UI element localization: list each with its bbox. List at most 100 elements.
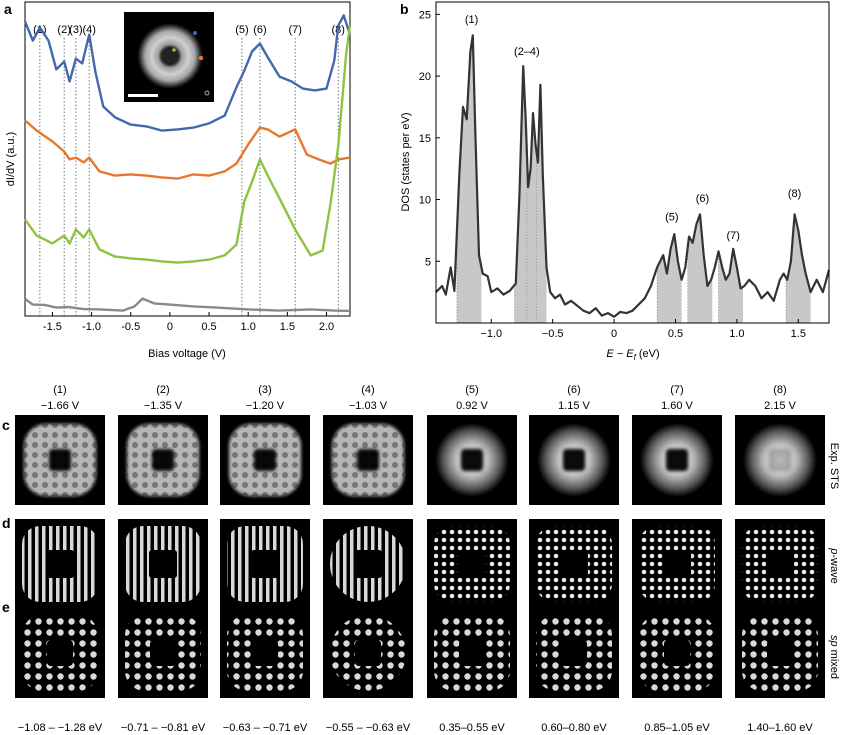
column-energy-label: 0.35–0.55 eV — [439, 722, 505, 734]
column-number-label: (6) — [567, 384, 580, 396]
column-voltage-label: 1.60 V — [661, 400, 693, 412]
panel-a-xtick-label: -1.0 — [82, 321, 101, 333]
panel-b-xtick-label: −0.5 — [542, 328, 564, 340]
panel-a-series — [24, 25, 352, 264]
column-number-label: (1) — [53, 384, 66, 396]
inset-marker-blue — [193, 31, 197, 35]
sp-mixed-image — [15, 608, 105, 698]
panel-a-series — [23, 14, 352, 132]
sp-mixed-image — [529, 608, 619, 698]
panel-b-xtick-label: 1.0 — [729, 328, 744, 340]
column-voltage-label: −1.20 V — [246, 400, 285, 412]
panel-b-peak-label: (5) — [665, 212, 678, 224]
row-label-exp-sts: Exp. STS — [828, 443, 840, 489]
column-number-label: (8) — [773, 384, 786, 396]
panel-a-xtick-label: 1.0 — [241, 321, 256, 333]
exp-sts-image — [220, 415, 310, 505]
column-energy-label: 1.40–1.60 eV — [747, 722, 813, 734]
panel-a-peak-label: (7) — [288, 24, 301, 36]
inset-marker-gray — [204, 90, 210, 96]
column-number-label: (7) — [670, 384, 683, 396]
column-voltage-label: −1.03 V — [349, 400, 388, 412]
panel-b-peak-label: (1) — [465, 14, 478, 26]
panel-a-xtick-label: 2.0 — [319, 321, 334, 333]
panel-b-peak-label: (6) — [696, 193, 709, 205]
panel-a-ylabel: dI/dV (a.u.) — [5, 132, 17, 186]
exp-sts-image — [735, 415, 825, 505]
panel-label-e: e — [2, 599, 10, 615]
panel-a-frame — [24, 1, 351, 317]
panel-a-peak-label: (2) — [57, 24, 70, 36]
panel-b-xtick-label: 0 — [611, 328, 617, 340]
column-number-label: (3) — [258, 384, 271, 396]
panel-label-a: a — [4, 1, 12, 17]
panel-b-frame — [435, 1, 830, 324]
panel-b-ytick-label: 25 — [419, 9, 431, 21]
inset-marker-green — [172, 48, 176, 52]
p-wave-image — [632, 519, 722, 609]
exp-sts-image — [15, 415, 105, 505]
column-energy-label: −0.63 – −0.71 eV — [223, 722, 308, 734]
panel-a-peak-label: (4) — [82, 24, 95, 36]
panel-label-c: c — [2, 417, 10, 433]
sp-mixed-image — [427, 608, 517, 698]
p-wave-image — [323, 519, 413, 609]
panel-b-ytick-label: 15 — [419, 133, 431, 145]
panel-a-xtick-label: 0.5 — [201, 321, 216, 333]
exp-sts-image — [323, 415, 413, 505]
panel-b-shaded-range — [526, 113, 537, 323]
panel-a-peak-label: (5) — [235, 24, 248, 36]
panel-b-xtick-label: 0.5 — [668, 328, 683, 340]
panel-a-series — [24, 297, 351, 313]
panel-b-ylabel: DOS (states per eV) — [400, 112, 412, 211]
column-energy-label: 0.60–0.80 eV — [541, 722, 607, 734]
p-wave-image — [15, 519, 105, 609]
column-voltage-label: 0.92 V — [456, 400, 488, 412]
column-number-label: (5) — [465, 384, 478, 396]
p-wave-image — [427, 519, 517, 609]
column-voltage-label: 2.15 V — [764, 400, 796, 412]
column-number-label: (2) — [156, 384, 169, 396]
inset-marker-orange — [198, 55, 204, 61]
column-energy-label: 0.85–1.05 eV — [644, 722, 710, 734]
sp-mixed-image — [220, 608, 310, 698]
panel-label-b: b — [400, 1, 409, 17]
sp-mixed-image — [735, 608, 825, 698]
p-wave-image — [529, 519, 619, 609]
panel-a-peak-label: (3) — [69, 24, 82, 36]
panel-b-chart: −1.0 −0.5 0 0.5 1.0 1.5 5 10 15 20 25 (1) (2–4) (5) (… — [400, 1, 831, 362]
panel-b-peak-label: (2–4) — [514, 46, 540, 58]
panel-label-d: d — [2, 515, 11, 531]
exp-sts-image — [427, 415, 517, 505]
panel-b-peak-label: (7) — [726, 230, 739, 242]
sp-mixed-image — [323, 608, 413, 698]
panel-a-xtick-label: 1.5 — [280, 321, 295, 333]
column-voltage-label: −1.66 V — [41, 400, 80, 412]
panel-b-ytick-label: 10 — [419, 195, 431, 207]
inset-scale-bar — [128, 94, 158, 97]
grid-scale-bar — [18, 509, 63, 512]
panel-a-series — [24, 119, 351, 180]
exp-sts-image — [118, 415, 208, 505]
panel-b-ytick-label: 5 — [425, 256, 431, 268]
panel-a-xtick-label: -1.5 — [43, 321, 62, 333]
panel-b-xtick-label: −1.0 — [480, 328, 502, 340]
inset-stm-image — [124, 12, 214, 102]
sp-mixed-image — [632, 608, 722, 698]
panel-a-xlabel: Bias voltage (V) — [148, 348, 226, 360]
p-wave-image — [220, 519, 310, 609]
column-voltage-label: 1.15 V — [558, 400, 590, 412]
panel-b-peak-label: (8) — [788, 188, 801, 200]
sp-mixed-image — [118, 608, 208, 698]
column-energy-label: −1.08 – −1.28 eV — [18, 722, 103, 734]
panel-a-xtick-label: -0.5 — [121, 321, 140, 333]
p-wave-image — [735, 519, 825, 609]
image-grid: (1) −1.66 V −1.08 – −1.28 eV (2) −1.35 V −0.7… — [15, 384, 825, 734]
panel-a-xtick-label: 0 — [167, 321, 173, 333]
column-energy-label: −0.71 – −0.81 eV — [121, 722, 206, 734]
column-energy-label: −0.55 – −0.63 eV — [326, 722, 411, 734]
panel-a-chart: (1) (2)(3) (4) (5) (6) (7) (8) -1.5 -1.0 -0.5 0 0.… — [5, 1, 352, 360]
panel-b-ytick-label: 20 — [419, 71, 431, 83]
exp-sts-image — [529, 415, 619, 505]
